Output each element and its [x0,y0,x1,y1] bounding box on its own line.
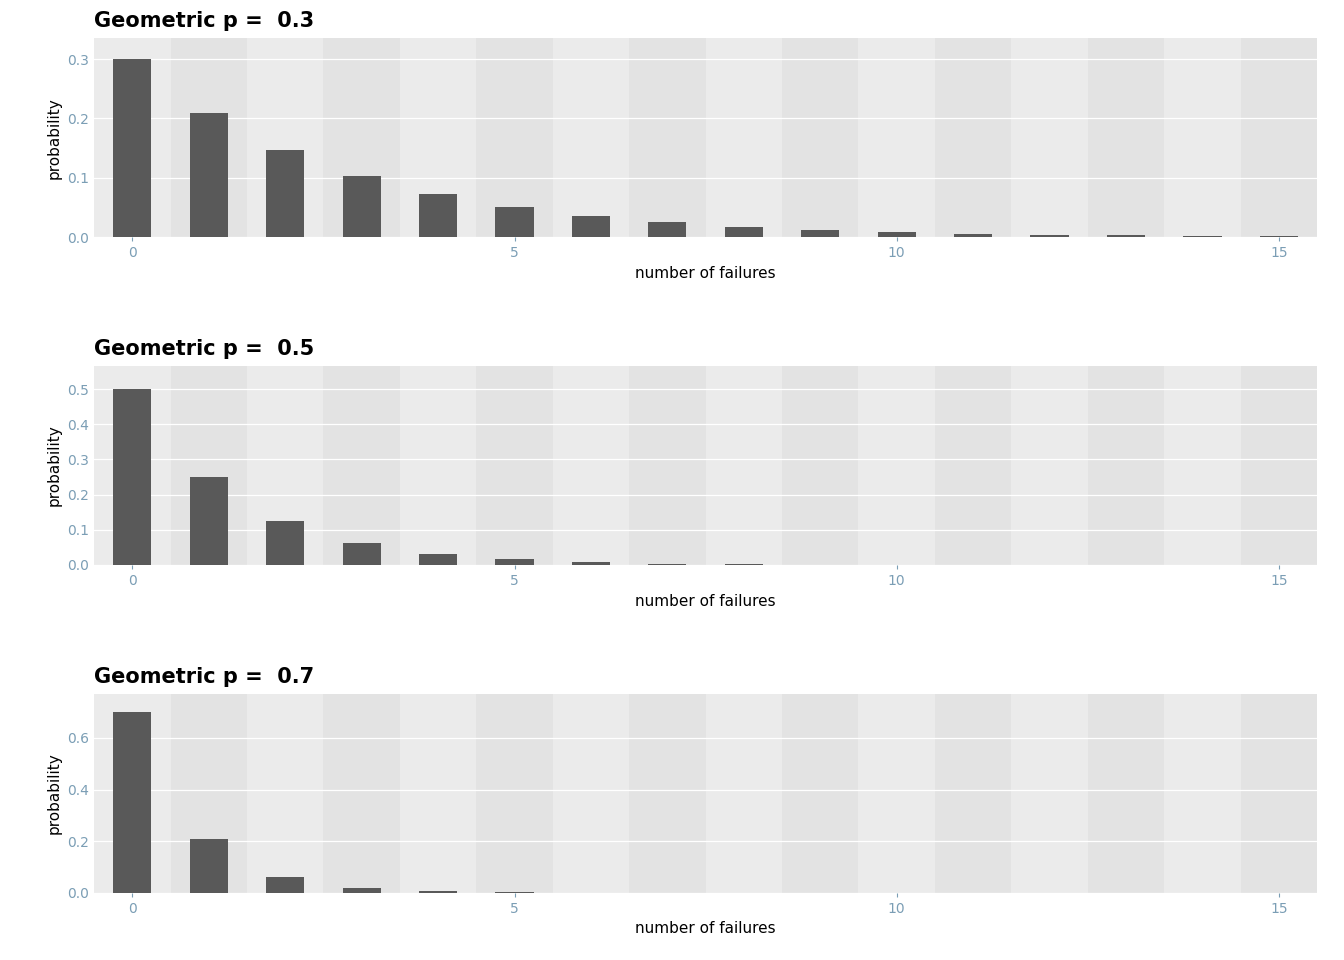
X-axis label: number of failures: number of failures [636,922,775,936]
Bar [859,694,935,893]
Bar [419,194,457,237]
Bar [266,876,304,893]
Y-axis label: probability: probability [47,424,62,507]
Bar [190,112,228,237]
Text: Geometric p =  0.5: Geometric p = 0.5 [94,339,314,359]
Bar [247,38,324,237]
Bar [629,367,706,564]
Bar [266,521,304,564]
Bar [552,38,629,237]
Bar [859,38,935,237]
Bar [1241,38,1317,237]
Bar [552,694,629,893]
Bar [324,38,401,237]
Bar [782,38,859,237]
Bar [1107,235,1145,237]
Bar [496,207,534,237]
Bar [571,216,610,237]
Bar [324,694,401,893]
Bar [476,694,552,893]
Text: Geometric p =  0.3: Geometric p = 0.3 [94,12,314,32]
Bar [1164,38,1241,237]
Bar [801,229,840,237]
Bar [247,367,324,564]
X-axis label: number of failures: number of failures [636,266,775,280]
Bar [1087,367,1164,564]
Bar [171,38,247,237]
Text: Geometric p =  0.7: Geometric p = 0.7 [94,667,314,687]
Bar [94,367,171,564]
Bar [113,712,152,893]
Bar [17,694,94,893]
Bar [648,223,687,237]
Bar [94,694,171,893]
Bar [190,477,228,564]
Bar [935,38,1012,237]
Bar [266,150,304,237]
Bar [629,38,706,237]
Bar [171,694,247,893]
Bar [706,38,782,237]
Bar [343,176,380,237]
X-axis label: number of failures: number of failures [636,593,775,609]
Bar [1241,367,1317,564]
Bar [935,694,1012,893]
Bar [247,694,324,893]
Bar [476,38,552,237]
Bar [552,367,629,564]
Bar [1317,38,1344,237]
Bar [1164,367,1241,564]
Bar [94,38,171,237]
Bar [1087,694,1164,893]
Bar [496,560,534,564]
Bar [706,694,782,893]
Bar [17,38,94,237]
Bar [419,554,457,564]
Bar [1317,694,1344,893]
Bar [113,389,152,564]
Y-axis label: probability: probability [47,753,62,834]
Bar [1031,234,1068,237]
Bar [1087,38,1164,237]
Bar [343,543,380,564]
Bar [1011,367,1087,564]
Bar [190,839,228,893]
Bar [878,232,915,237]
Bar [724,227,763,237]
Bar [782,694,859,893]
Bar [324,367,401,564]
Bar [401,367,476,564]
Bar [1317,367,1344,564]
Bar [782,367,859,564]
Bar [1183,236,1222,237]
Bar [706,367,782,564]
Bar [935,367,1012,564]
Bar [1011,694,1087,893]
Bar [171,367,247,564]
Bar [476,367,552,564]
Bar [1164,694,1241,893]
Bar [629,694,706,893]
Bar [419,891,457,893]
Bar [113,60,152,237]
Bar [17,367,94,564]
Bar [401,694,476,893]
Bar [1241,694,1317,893]
Bar [954,233,992,237]
Bar [401,38,476,237]
Bar [571,563,610,564]
Bar [343,888,380,893]
Bar [1011,38,1087,237]
Y-axis label: probability: probability [47,97,62,179]
Bar [859,367,935,564]
